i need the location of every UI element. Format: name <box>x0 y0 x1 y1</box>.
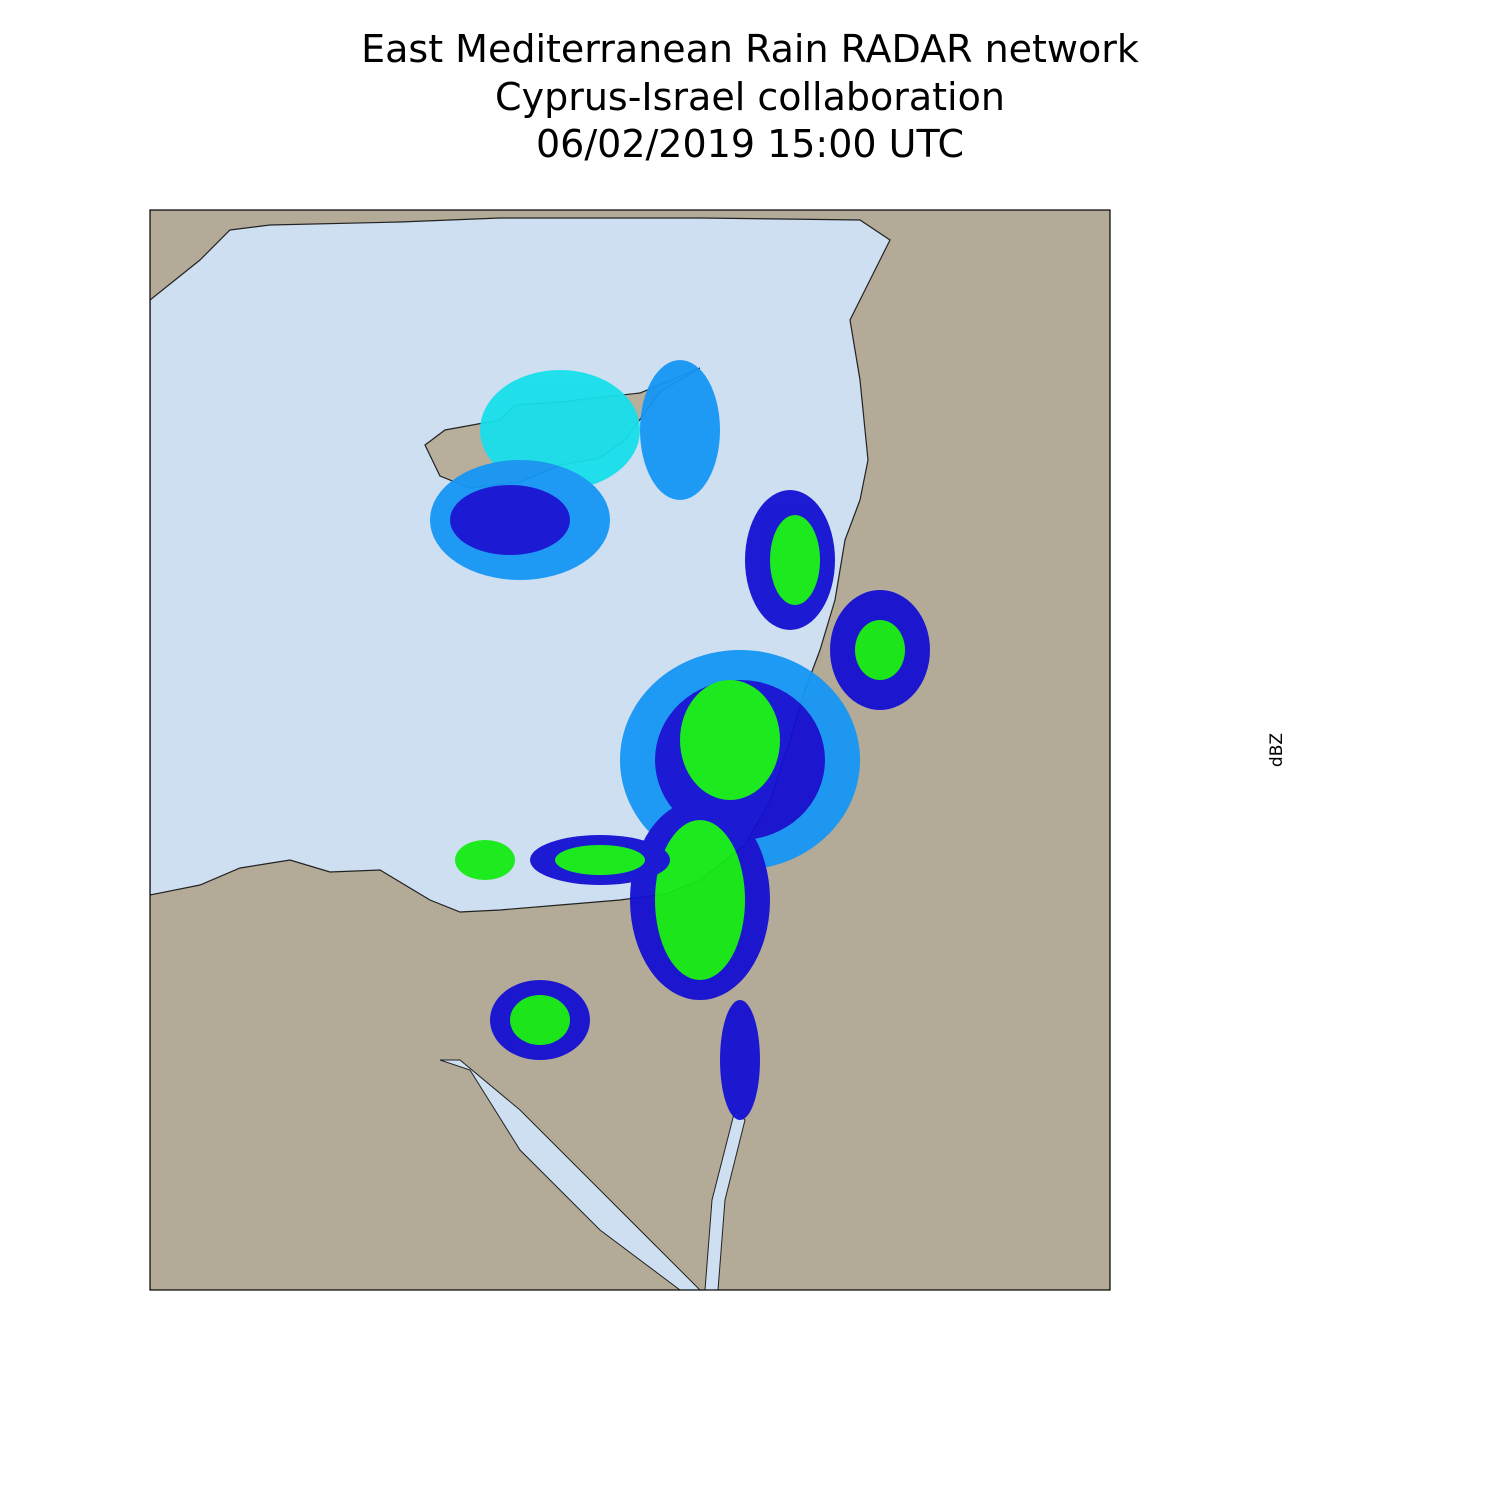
title-line: Cyprus-Israel collaboration <box>495 75 1005 119</box>
map <box>150 210 1110 1290</box>
title-line: East Mediterranean Rain RADAR network <box>361 27 1139 71</box>
gulf <box>439 1059 701 1290</box>
rain-echoes <box>430 360 930 1120</box>
map-frame <box>149 209 1111 1291</box>
colorbar-label: dBZ <box>1267 733 1287 767</box>
gulf <box>704 1109 746 1290</box>
title-line: 06/02/2019 15:00 UTC <box>536 122 964 166</box>
